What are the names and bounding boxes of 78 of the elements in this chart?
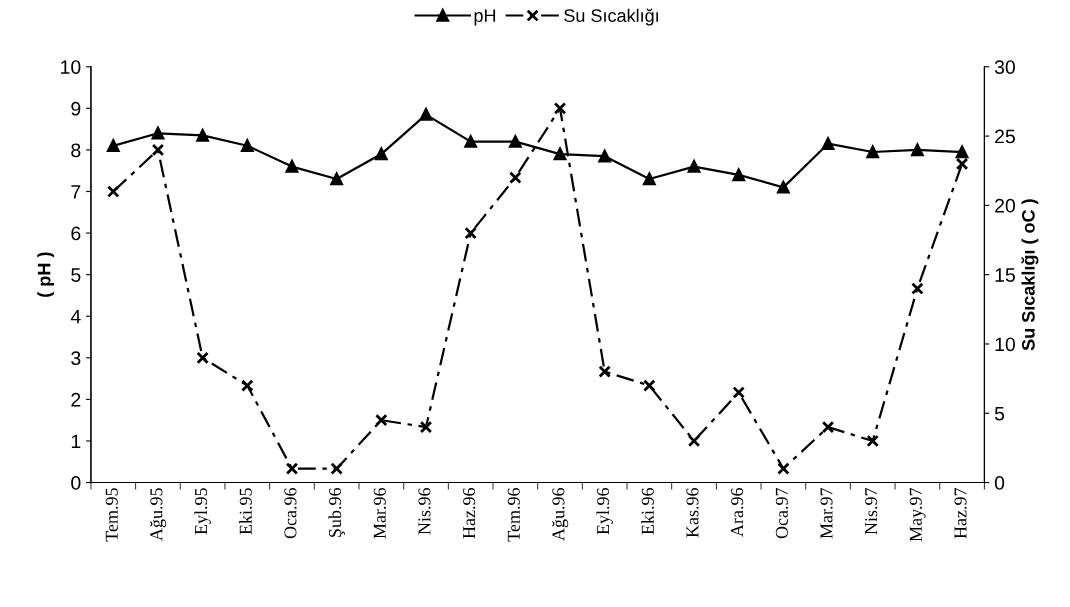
point — [955, 145, 969, 159]
x-tick-label: Mar.97 — [820, 487, 833, 539]
y-tick-label: 0 — [71, 476, 81, 490]
point — [375, 413, 388, 427]
point — [419, 108, 433, 121]
y-tick-label: 1 — [71, 434, 81, 449]
y2-tick-label: 10 — [995, 337, 1015, 352]
y2-tick-label: 5 — [994, 406, 1005, 421]
x-tick-label: Tem.96 — [507, 487, 520, 542]
point — [732, 168, 745, 182]
y-tick-label: 4 — [70, 309, 81, 324]
y-tick-label: 8 — [71, 143, 81, 158]
point — [151, 143, 165, 157]
point — [330, 172, 343, 186]
x-tick-label: Mar.96 — [373, 487, 386, 539]
point — [241, 379, 254, 392]
point — [553, 147, 567, 161]
x-tick-label: Oca.96 — [284, 487, 297, 539]
point — [598, 149, 611, 163]
point — [151, 127, 165, 140]
x-tick-label: Eki.95 — [239, 488, 252, 535]
y-tick-label: 6 — [71, 226, 81, 241]
y-axis-title: ( pH ) — [37, 252, 55, 297]
point — [464, 226, 477, 240]
y2-tick-label: 20 — [995, 198, 1015, 213]
point — [285, 462, 299, 475]
point — [196, 351, 209, 365]
point — [866, 145, 879, 159]
point — [285, 160, 299, 173]
x-tick-label: May.97 — [909, 487, 926, 542]
point — [509, 171, 522, 184]
x-tick-label: Kas.96 — [686, 487, 699, 538]
y2-tick-label: 30 — [994, 60, 1015, 75]
x-tick-label: Şub.96 — [328, 487, 345, 537]
legend-label: Su Sıcaklığı — [564, 8, 658, 26]
x-tick-label: Haz.97 — [954, 487, 967, 539]
x-tick-label: Oca.97 — [775, 487, 788, 539]
y-tick-label: 10 — [61, 60, 81, 75]
y-tick-label: 7 — [71, 185, 81, 199]
point — [687, 160, 701, 173]
legend-label: pH — [474, 9, 496, 26]
point — [821, 137, 835, 150]
x-tick-label: Eki.96 — [641, 487, 654, 535]
x-tick-label: Tem.95 — [105, 488, 118, 542]
point — [777, 462, 790, 475]
point — [643, 379, 656, 392]
y2-tick-label: 15 — [995, 268, 1015, 282]
point — [241, 139, 254, 153]
point — [598, 365, 611, 378]
point — [553, 102, 567, 115]
y2-tick-label: 25 — [995, 129, 1015, 144]
x-tick-label: Ağu.96 — [551, 487, 569, 541]
point — [107, 185, 120, 198]
point — [821, 420, 835, 434]
point — [107, 139, 120, 153]
x-tick-label: Ağu.95 — [149, 488, 167, 541]
x-tick-label: Ara.96 — [731, 487, 744, 537]
point — [375, 147, 388, 161]
y-tick-label: 9 — [71, 101, 81, 116]
point — [911, 143, 924, 157]
y-tick-label: 5 — [71, 268, 81, 282]
point — [419, 420, 433, 434]
y-tick-label: 2 — [71, 392, 81, 407]
point — [687, 434, 701, 448]
point — [955, 157, 969, 171]
x-tick-label: Haz.96 — [463, 487, 476, 539]
point — [732, 386, 745, 399]
x-tick-label: Nis.97 — [865, 487, 878, 535]
point — [911, 282, 924, 295]
y-tick-label: 3 — [71, 351, 81, 366]
x-tick-label: Eyl.95 — [194, 488, 211, 535]
x-tick-label: Nis.96 — [418, 487, 431, 535]
y2-tick-label: 0 — [994, 476, 1005, 490]
point — [866, 434, 879, 448]
point — [330, 462, 343, 475]
x-tick-label: Eyl.96 — [596, 487, 613, 535]
point — [643, 172, 656, 186]
y2-axis-title: Su Sıcaklığı ( oC ) — [1021, 199, 1039, 351]
